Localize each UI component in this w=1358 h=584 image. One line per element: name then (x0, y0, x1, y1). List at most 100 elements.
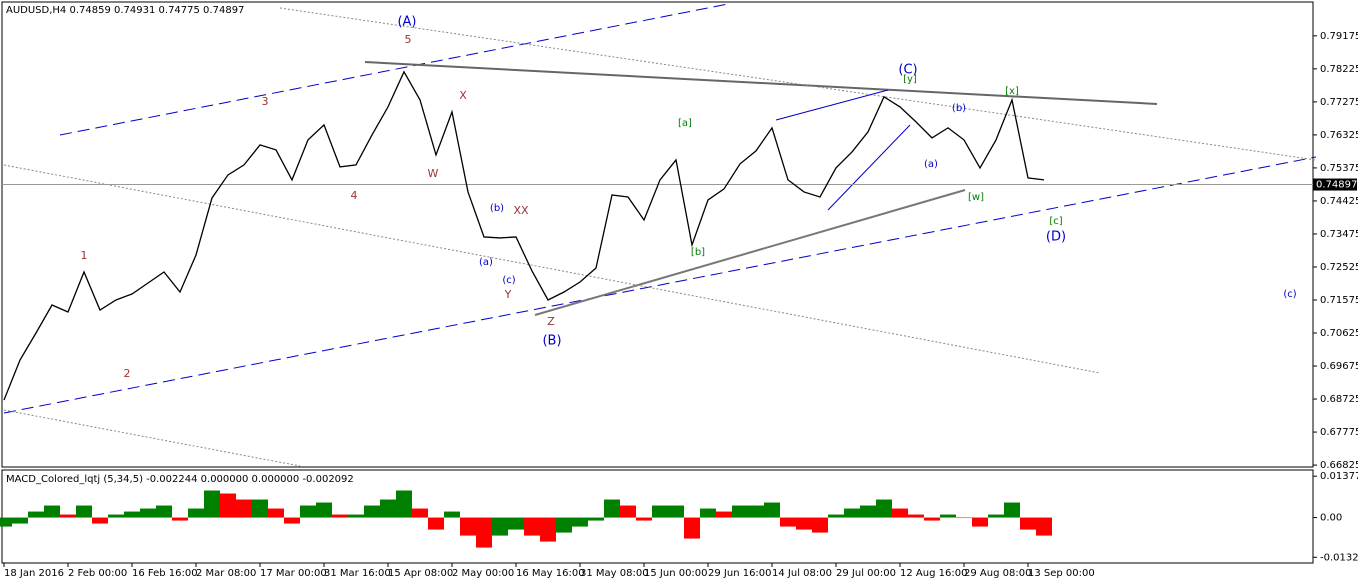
x-tick-label: 31 May 08:00 (580, 568, 649, 579)
macd-bar (252, 499, 268, 518)
macd-bar (44, 505, 60, 518)
macd-bar (92, 517, 108, 524)
wave-line (775, 89, 889, 121)
macd-bar (700, 508, 716, 518)
price-panel (1, 1, 1314, 468)
macd-bar (668, 505, 684, 518)
macd-bar (780, 517, 796, 527)
macd-bar (1004, 502, 1020, 518)
macd-bar (972, 517, 988, 527)
wave-label: Y (504, 288, 512, 301)
y-tick-label: 0.74425 (1320, 196, 1358, 207)
wave-label: (a) (479, 257, 493, 268)
macd-y-tick-label: 0.01377 (1320, 471, 1358, 482)
macd-bar (124, 511, 140, 518)
wave-label: [a] (678, 118, 692, 129)
macd-bar (28, 511, 44, 518)
current-price-box (1313, 178, 1357, 191)
wave-label: [y] (903, 74, 917, 85)
macd-bar (860, 505, 876, 518)
wave-label: W (428, 167, 439, 180)
macd-bar (844, 508, 860, 518)
fib-line (3, 164, 1101, 374)
macd-bar (588, 517, 604, 521)
y-tick-label: 0.68725 (1320, 394, 1358, 405)
macd-bar (572, 517, 588, 527)
wave-label: 1 (81, 249, 88, 262)
macd-bar (604, 499, 620, 518)
macd-bar (412, 508, 428, 518)
y-tick-label: 0.72525 (1320, 262, 1358, 273)
y-tick-label: 0.73475 (1320, 229, 1358, 240)
macd-bar (732, 505, 748, 518)
macd-bar (316, 502, 332, 518)
macd-bar (0, 517, 12, 527)
wave-label: Z (547, 315, 555, 328)
macd-bar (268, 508, 284, 518)
macd-bar (684, 517, 700, 539)
macd-bar (796, 517, 812, 530)
x-tick-label: 16 May 16:00 (516, 568, 585, 579)
macd-bar (380, 499, 396, 518)
wave-label: [c] (1049, 216, 1062, 227)
macd-bar (300, 505, 316, 518)
x-tick-label: 31 Mar 16:00 (324, 568, 391, 579)
y-tick-label: 0.75375 (1320, 163, 1358, 174)
macd-bar (1036, 517, 1052, 536)
macd-bar (220, 493, 236, 518)
macd-bar (636, 517, 652, 521)
x-tick-label: 29 Aug 08:00 (964, 568, 1031, 579)
macd-bar (556, 517, 572, 533)
wave-label: X (459, 89, 467, 102)
wave-label: (c) (1283, 289, 1296, 300)
wave-label: 5 (405, 33, 412, 46)
wave-label: (b) (490, 203, 504, 214)
y-tick-label: 0.79175 (1320, 31, 1358, 42)
wave-label: 4 (351, 189, 358, 202)
macd-bar (204, 490, 220, 518)
macd-bar (396, 490, 412, 518)
wave-label: [x] (1005, 86, 1019, 97)
y-tick-label: 0.78225 (1320, 64, 1358, 75)
macd-bar (764, 502, 780, 518)
wave-label: (C) (898, 63, 917, 78)
macd-bar (924, 517, 940, 521)
x-tick-label: 2 Feb 00:00 (68, 568, 127, 579)
macd-bar (540, 517, 556, 542)
channel-line (3, 156, 1317, 414)
macd-bar (956, 517, 972, 519)
wave-line (827, 124, 911, 211)
y-tick-label: 0.71575 (1320, 295, 1358, 306)
macd-bar (428, 517, 444, 530)
macd-bar (140, 508, 156, 518)
y-tick-label: 0.66825 (1320, 460, 1358, 471)
macd-bar (716, 511, 732, 518)
x-tick-label: 2 May 00:00 (452, 568, 514, 579)
macd-bar (524, 517, 540, 536)
x-tick-label: 29 Jun 16:00 (708, 568, 772, 579)
wave-label: [b] (691, 247, 705, 258)
y-tick-label: 0.76325 (1320, 130, 1358, 141)
trend-line (364, 61, 1158, 105)
wave-label: XX (513, 204, 529, 217)
y-tick-label: 0.77275 (1320, 97, 1358, 108)
x-tick-label: 14 Jul 08:00 (772, 568, 832, 579)
chart-title: AUDUSD,H4 0.74859 0.74931 0.74775 0.7489… (6, 5, 244, 16)
x-tick-label: 2 Mar 08:00 (196, 568, 256, 579)
macd-bar (172, 517, 188, 521)
y-tick-label: 0.69675 (1320, 361, 1358, 372)
macd-bar (12, 517, 28, 524)
macd-bar (108, 514, 124, 518)
macd-bar (988, 514, 1004, 518)
wave-label: 2 (124, 367, 131, 380)
macd-bar (1020, 517, 1036, 530)
wave-label: (B) (542, 334, 561, 349)
macd-bar (828, 514, 844, 518)
macd-bar (364, 505, 380, 518)
x-tick-label: 29 Jul 00:00 (836, 568, 896, 579)
macd-bar (908, 514, 924, 518)
macd-bar (156, 505, 172, 518)
wave-label: [w] (968, 192, 984, 203)
macd-bar (508, 517, 524, 530)
macd-bar (348, 514, 364, 518)
